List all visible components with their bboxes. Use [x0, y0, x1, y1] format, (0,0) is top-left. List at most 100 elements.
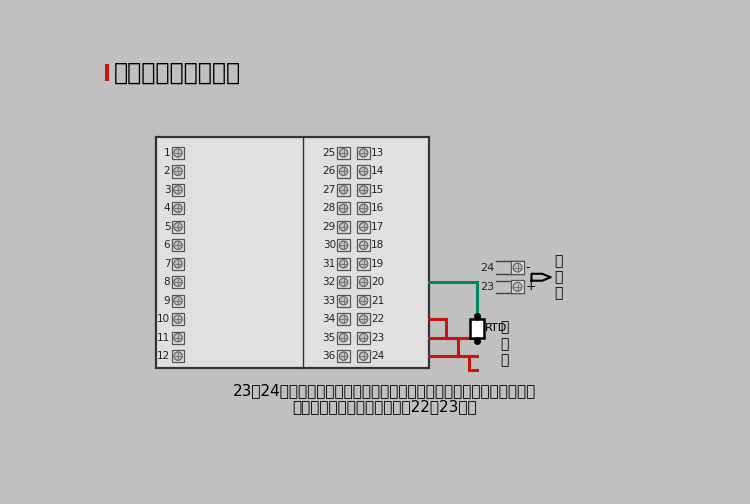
- Bar: [172, 202, 184, 215]
- Bar: [358, 183, 370, 196]
- Text: 2: 2: [164, 166, 170, 176]
- Circle shape: [174, 241, 182, 249]
- Bar: [338, 276, 350, 288]
- Bar: [338, 147, 350, 159]
- Text: 29: 29: [322, 222, 336, 232]
- Bar: [172, 313, 184, 326]
- Text: 23、24为内部短接线，采用相同颜色进行标识，接线时不分前后顺序，: 23、24为内部短接线，采用相同颜色进行标识，接线时不分前后顺序，: [232, 384, 536, 398]
- Bar: [172, 183, 184, 196]
- Circle shape: [340, 296, 348, 305]
- Text: 热
电
阻: 热 电 阻: [501, 321, 509, 367]
- Text: 热电阻、热电偶接线: 热电阻、热电偶接线: [114, 61, 242, 85]
- Circle shape: [174, 334, 182, 342]
- Bar: [358, 239, 370, 251]
- Circle shape: [359, 204, 368, 213]
- Bar: [470, 319, 484, 338]
- Text: 1: 1: [164, 148, 170, 158]
- Bar: [358, 258, 370, 270]
- Circle shape: [174, 185, 182, 194]
- Text: 24: 24: [480, 263, 494, 273]
- Circle shape: [359, 167, 368, 175]
- Circle shape: [174, 352, 182, 360]
- Bar: [358, 276, 370, 288]
- Circle shape: [340, 185, 348, 194]
- Circle shape: [359, 278, 368, 286]
- Text: 22: 22: [371, 314, 385, 324]
- Text: 25: 25: [322, 148, 336, 158]
- Circle shape: [174, 315, 182, 324]
- Bar: [338, 313, 350, 326]
- Circle shape: [340, 149, 348, 157]
- Circle shape: [340, 204, 348, 213]
- Text: 3: 3: [164, 185, 170, 195]
- Bar: [172, 258, 184, 270]
- Text: 32: 32: [322, 277, 336, 287]
- Circle shape: [174, 167, 182, 175]
- Circle shape: [174, 149, 182, 157]
- Text: 6: 6: [164, 240, 170, 250]
- Bar: [172, 221, 184, 233]
- Circle shape: [359, 260, 368, 268]
- Circle shape: [174, 223, 182, 231]
- Circle shape: [174, 296, 182, 305]
- Text: 24: 24: [371, 351, 385, 361]
- Text: 20: 20: [371, 277, 385, 287]
- Bar: [172, 276, 184, 288]
- Bar: [358, 165, 370, 177]
- Bar: [338, 202, 350, 215]
- Bar: [105, 64, 110, 81]
- Bar: [338, 258, 350, 270]
- Text: 36: 36: [322, 351, 336, 361]
- Circle shape: [340, 278, 348, 286]
- Text: 21: 21: [371, 296, 385, 306]
- Circle shape: [359, 315, 368, 324]
- Text: 13: 13: [371, 148, 385, 158]
- Bar: [172, 239, 184, 251]
- Circle shape: [340, 223, 348, 231]
- Bar: [338, 239, 350, 251]
- Circle shape: [359, 185, 368, 194]
- Text: 27: 27: [322, 185, 336, 195]
- Circle shape: [340, 167, 348, 175]
- Text: 33: 33: [322, 296, 336, 306]
- Text: 30: 30: [322, 240, 336, 250]
- Bar: [172, 165, 184, 177]
- Circle shape: [174, 260, 182, 268]
- Circle shape: [359, 296, 368, 305]
- Circle shape: [340, 260, 348, 268]
- Text: 28: 28: [322, 203, 336, 213]
- Text: RTD: RTD: [485, 324, 508, 334]
- Text: 18: 18: [371, 240, 385, 250]
- Circle shape: [513, 282, 522, 291]
- Text: 19: 19: [371, 259, 385, 269]
- Bar: [338, 221, 350, 233]
- Circle shape: [340, 315, 348, 324]
- Bar: [358, 294, 370, 307]
- Circle shape: [340, 334, 348, 342]
- Text: 15: 15: [371, 185, 385, 195]
- Text: -: -: [525, 261, 530, 274]
- Bar: [338, 294, 350, 307]
- Circle shape: [359, 223, 368, 231]
- Circle shape: [513, 263, 522, 272]
- Bar: [358, 221, 370, 233]
- Bar: [172, 294, 184, 307]
- Bar: [358, 147, 370, 159]
- Text: 11: 11: [157, 333, 170, 343]
- Bar: [358, 202, 370, 215]
- Circle shape: [359, 352, 368, 360]
- Text: 12: 12: [157, 351, 170, 361]
- Bar: [511, 261, 524, 274]
- Circle shape: [359, 241, 368, 249]
- Text: 5: 5: [164, 222, 170, 232]
- Text: 9: 9: [164, 296, 170, 306]
- Bar: [172, 332, 184, 344]
- Text: 16: 16: [371, 203, 385, 213]
- Bar: [172, 147, 184, 159]
- Text: 31: 31: [322, 259, 336, 269]
- Bar: [172, 350, 184, 362]
- Text: 14: 14: [371, 166, 385, 176]
- Bar: [358, 350, 370, 362]
- Text: 34: 34: [322, 314, 336, 324]
- Text: 8: 8: [164, 277, 170, 287]
